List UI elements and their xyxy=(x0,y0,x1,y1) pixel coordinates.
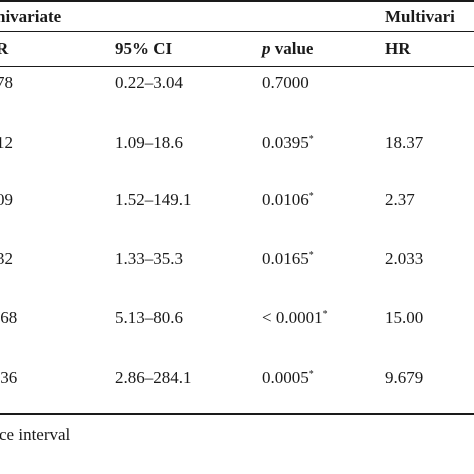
cell-univariate-hr-value: .36 xyxy=(0,368,18,387)
significance-marker: * xyxy=(308,191,314,202)
cell-multivariate-hr: 18.37 xyxy=(385,133,423,153)
cell-p-value: 0.0395* xyxy=(262,133,314,153)
header-bottom-rule xyxy=(0,66,474,67)
bottom-rule xyxy=(0,413,474,415)
cell-p-value-value: 0.0165 xyxy=(262,249,309,268)
cell-p-value-value: 0.0106 xyxy=(262,190,309,209)
cell-ci-value: 1.52–149.1 xyxy=(115,190,192,209)
significance-marker: * xyxy=(308,134,314,145)
col-header-multi-hr: HR xyxy=(385,39,411,58)
cell-univariate-hr-value: .68 xyxy=(0,308,18,327)
cell-p-value: 0.7000 xyxy=(262,73,309,93)
cell-univariate-hr: .36 xyxy=(0,368,17,388)
top-rule xyxy=(0,0,474,2)
cell-p-value: < 0.0001* xyxy=(262,308,328,328)
cell-multivariate-hr-value: 2.37 xyxy=(385,190,415,209)
cell-ci: 1.33–35.3 xyxy=(115,249,183,269)
cell-multivariate-hr: 15.00 xyxy=(385,308,423,328)
cell-multivariate-hr: 2.033 xyxy=(385,249,423,269)
col-header-hr: R xyxy=(0,39,9,58)
cell-p-value: 0.0005* xyxy=(262,368,314,388)
cell-p-value-value: 0.0395 xyxy=(262,133,309,152)
cell-ci: 1.52–149.1 xyxy=(115,190,192,210)
cell-p-value: 0.0106* xyxy=(262,190,314,210)
col-header-ci: 95% CI xyxy=(115,39,173,58)
table-footnote: ce interval xyxy=(0,425,71,444)
cell-multivariate-hr: 2.37 xyxy=(385,190,415,210)
cell-ci: 1.09–18.6 xyxy=(115,133,183,153)
cell-univariate-hr: 32 xyxy=(0,249,13,269)
cell-multivariate-hr-value: 15.00 xyxy=(385,308,424,327)
cell-univariate-hr-value: 78 xyxy=(0,73,13,92)
cell-multivariate-hr-value: 9.679 xyxy=(385,368,424,387)
group-header-multivariate: Multivari xyxy=(385,7,455,26)
cell-multivariate-hr-value: 2.033 xyxy=(385,249,424,268)
significance-marker: * xyxy=(308,369,314,380)
cell-p-value: 0.0165* xyxy=(262,249,314,269)
col-header-p-rest: value xyxy=(270,39,314,58)
cell-ci-value: 2.86–284.1 xyxy=(115,368,192,387)
cell-univariate-hr: 12 xyxy=(0,133,13,153)
cell-ci: 0.22–3.04 xyxy=(115,73,183,93)
cell-ci-value: 1.33–35.3 xyxy=(115,249,183,268)
cell-univariate-hr: .68 xyxy=(0,308,17,328)
cell-ci-value: 5.13–80.6 xyxy=(115,308,183,327)
cell-univariate-hr: 78 xyxy=(0,73,13,93)
cell-univariate-hr-value: 09 xyxy=(0,190,13,209)
cell-multivariate-hr-value: 18.37 xyxy=(385,133,424,152)
cell-p-value-value: 0.7000 xyxy=(262,73,309,92)
cell-multivariate-hr: 9.679 xyxy=(385,368,423,388)
cell-ci-value: 0.22–3.04 xyxy=(115,73,183,92)
cell-univariate-hr-value: 32 xyxy=(0,249,13,268)
col-header-p-letter: p xyxy=(262,39,271,58)
cell-ci-value: 1.09–18.6 xyxy=(115,133,183,152)
cell-univariate-hr: 09 xyxy=(0,190,13,210)
col-header-p-value: p value xyxy=(262,39,313,59)
group-header-univariate: nivariate xyxy=(0,7,62,26)
cell-p-value-value: 0.0005 xyxy=(262,368,309,387)
cell-univariate-hr-value: 12 xyxy=(0,133,13,152)
significance-marker: * xyxy=(308,250,314,261)
significance-marker: * xyxy=(322,309,328,320)
cell-p-value-value: < 0.0001 xyxy=(262,308,323,327)
cell-ci: 5.13–80.6 xyxy=(115,308,183,328)
subheader-rule xyxy=(0,31,474,32)
cell-ci: 2.86–284.1 xyxy=(115,368,192,388)
